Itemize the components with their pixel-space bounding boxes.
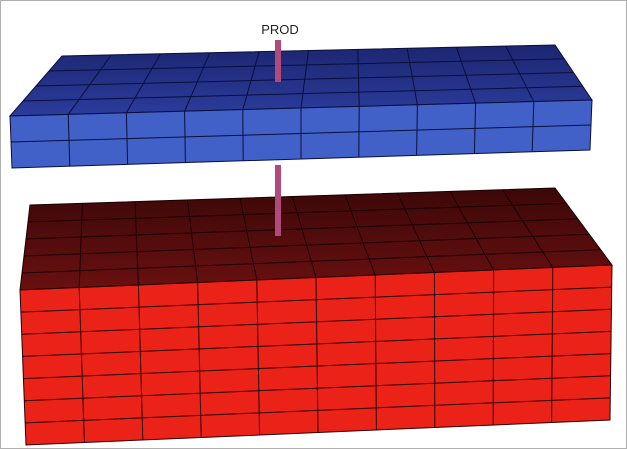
well-bore <box>275 40 281 82</box>
well-label: PROD <box>261 22 299 37</box>
grid-view: PROD <box>0 0 627 449</box>
page: PROD (() => { const data = JSON.parse(do… <box>0 0 627 449</box>
well-bore <box>275 165 281 236</box>
layers <box>10 40 612 445</box>
